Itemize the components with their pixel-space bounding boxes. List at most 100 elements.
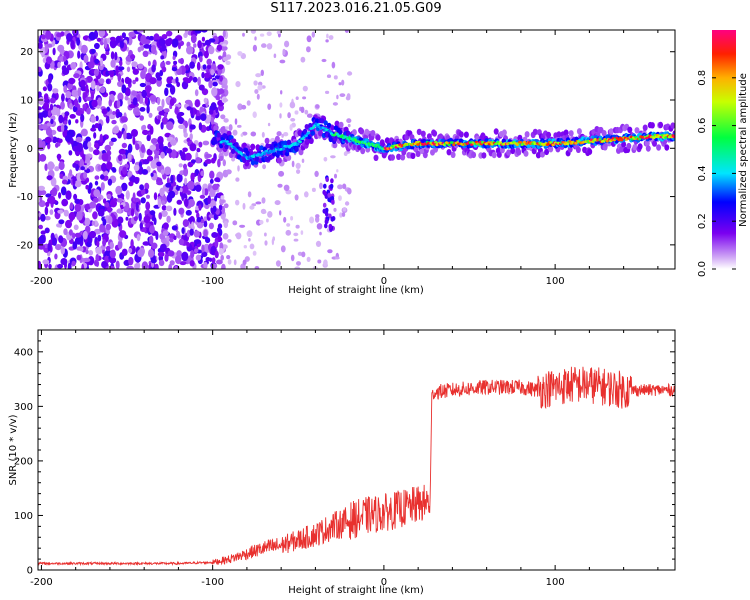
- heatmap-cell: [139, 222, 143, 230]
- heatmap-cell: [329, 183, 334, 189]
- heatmap-cell: [85, 96, 93, 102]
- heatmap-cell: [282, 48, 286, 56]
- heatmap-cell: [232, 129, 238, 136]
- heatmap-cell: [58, 161, 65, 171]
- heatmap-cell: [137, 249, 145, 258]
- heatmap-cell: [57, 209, 64, 214]
- heatmap-cell: [42, 86, 48, 92]
- heatmap-cell: [189, 260, 195, 267]
- heatmap-cell: [46, 56, 52, 65]
- heatmap-cell: [58, 138, 63, 144]
- heatmap-cell: [109, 241, 114, 249]
- x-tick-label: 100: [546, 577, 565, 588]
- heatmap-cell: [375, 134, 381, 141]
- heatmap-cell: [60, 124, 65, 133]
- heatmap-cell: [83, 257, 91, 263]
- heatmap-cell: [81, 263, 85, 269]
- heatmap-cell: [103, 38, 108, 49]
- heatmap-cell: [202, 140, 210, 146]
- heatmap-cell: [128, 247, 133, 254]
- heatmap-cell: [49, 103, 54, 111]
- heatmap-cell: [155, 143, 160, 151]
- heatmap-cell: [194, 30, 202, 34]
- heatmap-cell: [160, 169, 165, 175]
- heatmap-cell: [101, 162, 107, 172]
- heatmap-cell: [627, 126, 633, 133]
- heatmap-cell: [642, 124, 648, 131]
- heatmap-cell: [176, 230, 181, 239]
- heatmap-cell: [283, 140, 288, 146]
- heatmap-cell: [173, 235, 177, 241]
- heatmap-cell: [117, 66, 125, 71]
- heatmap-cell: [283, 216, 287, 223]
- heatmap-cell: [48, 263, 52, 269]
- heatmap-cell: [220, 195, 225, 200]
- heatmap-cell: [178, 124, 185, 129]
- heatmap-cell: [195, 184, 202, 192]
- heatmap-cell: [217, 223, 223, 229]
- heatmap-cell: [323, 259, 328, 267]
- heatmap-cell: [220, 45, 228, 51]
- heatmap-cell: [184, 152, 192, 161]
- heatmap-cell: [184, 177, 188, 186]
- heatmap-cell: [61, 179, 68, 185]
- heatmap-cell: [65, 190, 72, 200]
- heatmap-cell: [64, 111, 70, 117]
- heatmap-cell: [95, 254, 99, 263]
- heatmap-cell: [237, 103, 243, 111]
- heatmap-cell: [115, 185, 123, 195]
- heatmap-cell: [189, 133, 193, 141]
- heatmap-cell: [250, 30, 256, 34]
- heatmap-cell: [63, 209, 69, 217]
- y-tick-label: -20: [17, 240, 33, 251]
- heatmap-cell: [165, 83, 173, 88]
- spectrogram-frame: [37, 29, 676, 270]
- heatmap-cell: [276, 157, 282, 164]
- heatmap-cell: [298, 148, 304, 156]
- heatmap-cell: [130, 239, 134, 249]
- heatmap-cell: [70, 62, 77, 70]
- heatmap-cell: [97, 97, 102, 106]
- heatmap-cell: [84, 203, 91, 210]
- heatmap-cell: [102, 218, 107, 226]
- heatmap-cell: [331, 61, 336, 69]
- heatmap-cell: [97, 234, 102, 242]
- heatmap-cell: [304, 134, 308, 138]
- heatmap-cell: [139, 184, 145, 191]
- heatmap-cell: [341, 79, 345, 86]
- heatmap-cell: [168, 190, 176, 199]
- heatmap-cell: [203, 220, 208, 228]
- heatmap-cell: [225, 140, 229, 143]
- heatmap-cell: [60, 101, 65, 110]
- heatmap-cell: [86, 241, 92, 248]
- heatmap-cell: [326, 33, 329, 39]
- heatmap-cell: [219, 75, 224, 82]
- heatmap-cell: [481, 152, 487, 159]
- heatmap-cell: [343, 151, 348, 156]
- heatmap-cell: [278, 170, 285, 177]
- heatmap-cell: [342, 183, 347, 190]
- heatmap-cell: [255, 73, 262, 78]
- heatmap-cell: [90, 127, 97, 132]
- heatmap-cell: [111, 119, 117, 125]
- heatmap-cell: [169, 98, 175, 106]
- heatmap-cell: [227, 259, 232, 265]
- heatmap-cell: [58, 192, 62, 199]
- heatmap-cell: [179, 187, 183, 193]
- heatmap-cell: [149, 235, 154, 245]
- heatmap-cell: [202, 64, 207, 70]
- heatmap-cell: [172, 38, 179, 48]
- heatmap-cell: [195, 157, 202, 164]
- heatmap-cell: [670, 122, 675, 129]
- heatmap-cell: [131, 91, 138, 96]
- heatmap-cell: [52, 47, 56, 56]
- heatmap-cell: [108, 70, 115, 75]
- heatmap-cell: [80, 79, 86, 87]
- heatmap-cell: [44, 216, 51, 221]
- heatmap-cell: [339, 93, 346, 97]
- heatmap-cell: [38, 185, 45, 191]
- heatmap-cell: [57, 44, 65, 53]
- heatmap-cell: [340, 134, 344, 137]
- heatmap-cell: [58, 219, 65, 225]
